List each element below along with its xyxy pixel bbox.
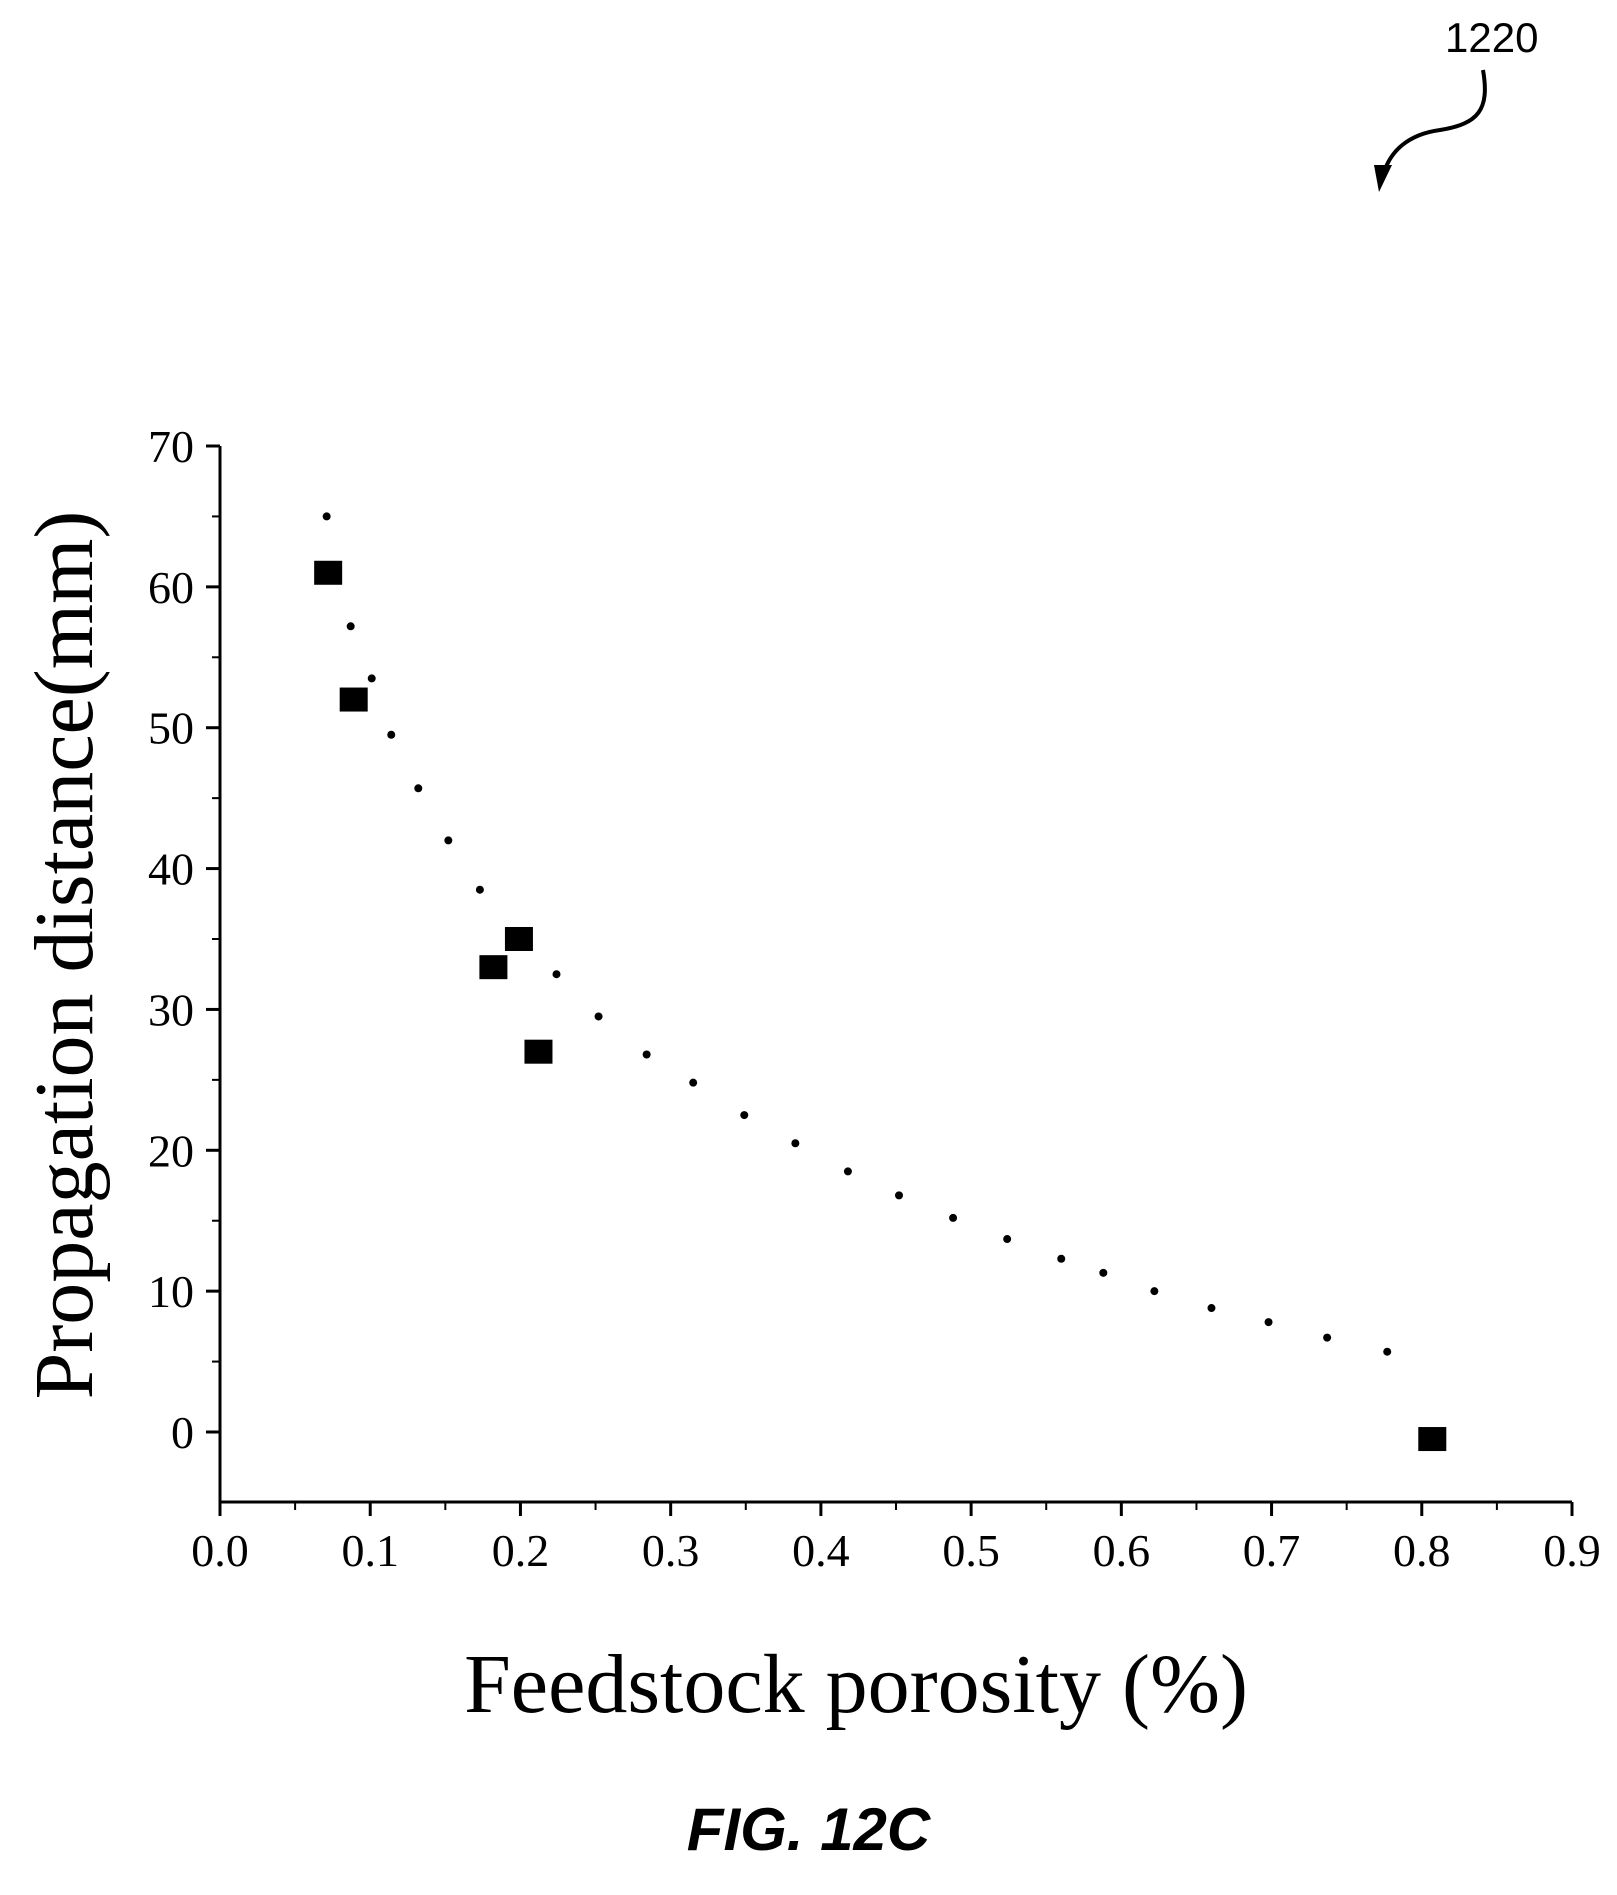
y-axis-title: Propagation distance(mm) xyxy=(18,511,111,1400)
data-point-dot xyxy=(1323,1333,1332,1342)
x-tick-label: 0.6 xyxy=(1093,1525,1151,1576)
data-point-dot xyxy=(1057,1254,1066,1263)
data-point-dot xyxy=(475,885,484,894)
y-tick-label: 60 xyxy=(148,562,194,613)
x-tick-label: 0.4 xyxy=(792,1525,850,1576)
data-point-dot xyxy=(1150,1287,1159,1296)
data-point-dot xyxy=(387,730,396,739)
data-point-dot xyxy=(1264,1318,1273,1327)
x-tick-label: 0.9 xyxy=(1543,1525,1601,1576)
data-point-dot xyxy=(949,1213,958,1222)
data-point-dot xyxy=(1383,1347,1392,1356)
data-point-square xyxy=(504,927,533,951)
data-point-square xyxy=(314,560,343,585)
y-tick-label: 40 xyxy=(148,844,194,895)
data-point-dot xyxy=(740,1111,749,1120)
reference-arrowhead xyxy=(1374,165,1392,192)
x-tick-label: 0.7 xyxy=(1243,1525,1301,1576)
data-point-square xyxy=(524,1039,553,1064)
x-tick-label: 0.2 xyxy=(492,1525,550,1576)
y-tick-label: 50 xyxy=(148,703,194,754)
y-tick-label: 30 xyxy=(148,984,194,1035)
y-tick-label: 0 xyxy=(171,1407,194,1458)
x-tick-label: 0.1 xyxy=(341,1525,399,1576)
data-point-dot xyxy=(689,1078,698,1087)
x-tick-label: 0.5 xyxy=(942,1525,1000,1576)
data-point-dot xyxy=(594,1012,603,1021)
x-tick-label: 0.0 xyxy=(191,1525,249,1576)
data-point-square xyxy=(339,687,368,712)
data-point-dot xyxy=(552,970,561,979)
y-tick-label: 20 xyxy=(148,1125,194,1176)
data-point-dot xyxy=(346,622,355,631)
data-point-dot xyxy=(642,1050,651,1059)
data-point-square xyxy=(1418,1427,1447,1452)
data-point-dot xyxy=(895,1191,904,1200)
y-tick-label: 70 xyxy=(148,421,194,472)
reference-arrow xyxy=(1380,69,1487,181)
data-point-dot xyxy=(1207,1304,1216,1313)
reference-numeral: 1220 xyxy=(1445,14,1539,61)
data-point-dot xyxy=(791,1139,800,1148)
data-point-dot xyxy=(1003,1235,1012,1244)
data-point-square xyxy=(479,955,508,980)
data-point-dot xyxy=(843,1167,852,1176)
data-point-dot xyxy=(444,836,453,845)
y-tick-label: 10 xyxy=(148,1266,194,1317)
x-tick-label: 0.8 xyxy=(1393,1525,1451,1576)
x-axis-title: Feedstock porosity (%) xyxy=(464,1638,1248,1731)
plot-area: 0.0 0.1 0.2 0.3 0.4 0.5 0.6 0.7 0.8 0.9 0 10 20 30 40 5… xyxy=(18,421,1601,1731)
data-point-dot xyxy=(367,674,376,683)
data-point-dot xyxy=(322,512,331,521)
data-point-dot xyxy=(414,784,423,793)
data-point-dot xyxy=(1099,1268,1108,1277)
x-tick-label: 0.3 xyxy=(642,1525,700,1576)
figure-caption: FIG. 12C xyxy=(686,1796,931,1863)
